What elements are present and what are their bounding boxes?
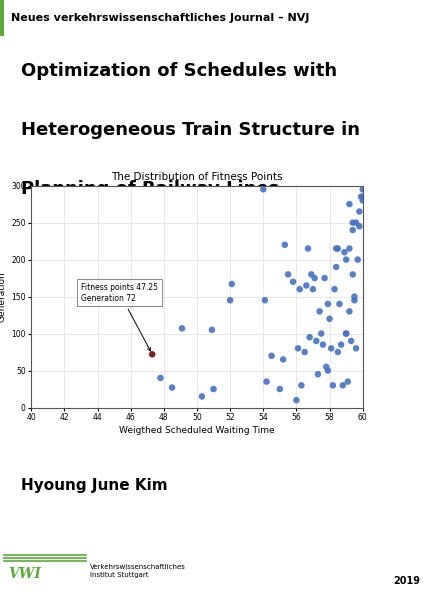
Point <box>261 295 268 305</box>
Point <box>318 329 324 338</box>
Point <box>328 344 335 353</box>
X-axis label: Weigthed Scheduled Waiting Time: Weigthed Scheduled Waiting Time <box>119 426 275 435</box>
Point <box>349 269 356 279</box>
Point <box>298 380 305 390</box>
Point <box>308 269 315 279</box>
Point <box>263 377 270 386</box>
Point <box>179 323 185 333</box>
Point <box>323 362 330 371</box>
Point <box>315 370 321 379</box>
Point <box>343 329 349 338</box>
Point <box>293 395 300 405</box>
Point <box>310 284 316 294</box>
Text: Fitness points 47.25
Generation 72: Fitness points 47.25 Generation 72 <box>81 283 158 351</box>
Point <box>319 340 326 349</box>
Point <box>351 292 358 301</box>
Point <box>359 196 366 205</box>
Point <box>336 299 343 309</box>
Point <box>331 284 338 294</box>
Text: Hyoung June Kim: Hyoung June Kim <box>22 478 168 493</box>
Point <box>149 349 156 359</box>
Point <box>356 207 363 217</box>
Point <box>353 344 360 353</box>
Point <box>268 351 275 361</box>
Bar <box>0 0 4 36</box>
Y-axis label: Generation: Generation <box>0 271 7 322</box>
Point <box>359 192 366 202</box>
Point <box>313 336 320 346</box>
Point <box>290 277 297 287</box>
Point <box>301 347 308 357</box>
Point <box>198 392 205 401</box>
Point <box>316 307 323 316</box>
Point <box>356 221 363 231</box>
Point <box>335 347 341 357</box>
Point <box>321 273 328 283</box>
Point <box>157 373 164 383</box>
Text: Verkehrswissenschaftliches
Institut Stuttgart: Verkehrswissenschaftliches Institut Stut… <box>90 564 186 578</box>
Point <box>228 279 235 289</box>
Point <box>326 314 333 323</box>
Point <box>359 185 366 194</box>
Point <box>210 384 217 394</box>
Point <box>303 281 310 290</box>
Point <box>339 380 346 390</box>
Point <box>346 199 353 209</box>
Text: 29: 29 <box>396 10 417 25</box>
Point <box>343 329 349 338</box>
Point <box>324 299 331 309</box>
Point <box>330 380 336 390</box>
Point <box>333 244 340 253</box>
Point <box>346 307 353 316</box>
Point <box>358 192 365 202</box>
Point <box>338 340 345 349</box>
Point <box>280 355 286 364</box>
Point <box>305 244 311 253</box>
Point <box>277 384 283 394</box>
Point <box>169 383 176 392</box>
Point <box>354 255 361 265</box>
Point <box>324 366 331 376</box>
Point <box>306 332 313 342</box>
Point <box>281 240 288 250</box>
Point <box>311 273 318 283</box>
Text: Optimization of Schedules with: Optimization of Schedules with <box>22 62 338 80</box>
Point <box>333 262 340 272</box>
Point <box>295 344 302 353</box>
Text: Planning of Railway Lines: Planning of Railway Lines <box>22 181 280 199</box>
Point <box>297 284 303 294</box>
Point <box>344 377 351 386</box>
Point <box>285 269 291 279</box>
Text: Heterogeneous Train Structure in: Heterogeneous Train Structure in <box>22 121 360 139</box>
Point <box>351 295 358 305</box>
Point <box>349 218 356 227</box>
Point <box>348 336 354 346</box>
Point <box>227 295 233 305</box>
Point <box>343 255 349 265</box>
Text: VWI: VWI <box>8 566 41 581</box>
Point <box>260 185 266 194</box>
Point <box>353 218 360 227</box>
Point <box>335 244 341 253</box>
Point <box>341 247 348 257</box>
Point <box>209 325 215 335</box>
Text: Neues verkehrswissenschaftliches Journal – NVJ: Neues verkehrswissenschaftliches Journal… <box>11 13 309 23</box>
Point <box>349 225 356 235</box>
Title: The Distribution of Fitness Points: The Distribution of Fitness Points <box>111 172 283 182</box>
Point <box>346 244 353 253</box>
Text: 2019: 2019 <box>393 576 420 586</box>
